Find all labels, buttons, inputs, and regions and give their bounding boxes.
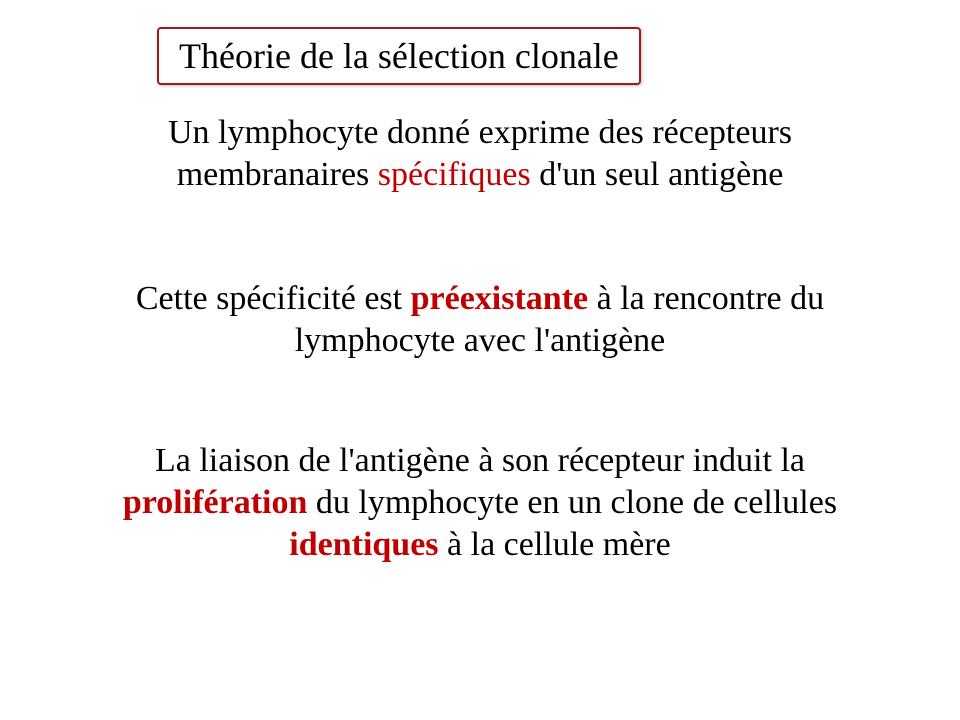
highlight-text: préexistante (411, 280, 589, 317)
paragraph-1: Un lymphocyte donné exprime des récepteu… (110, 112, 850, 196)
body-text: d'un seul antigène (531, 156, 784, 193)
highlight-text: prolifération (123, 484, 307, 521)
body-text: du lymphocyte en un clone de cellules (307, 484, 837, 521)
slide-title-box: Théorie de la sélection clonale (157, 27, 641, 85)
body-text: à la cellule mère (439, 526, 671, 563)
paragraph-3: La liaison de l'antigène à son récepteur… (110, 440, 850, 566)
body-text: Cette spécificité est (136, 280, 411, 317)
highlight-text: spécifiques (378, 156, 531, 193)
highlight-text: identiques (289, 526, 438, 563)
slide-title-text: Théorie de la sélection clonale (179, 36, 619, 76)
paragraph-2: Cette spécificité est préexistante à la … (110, 278, 850, 362)
body-text: La liaison de l'antigène à son récepteur… (155, 442, 805, 479)
slide: Théorie de la sélection clonale Un lymph… (0, 0, 960, 720)
